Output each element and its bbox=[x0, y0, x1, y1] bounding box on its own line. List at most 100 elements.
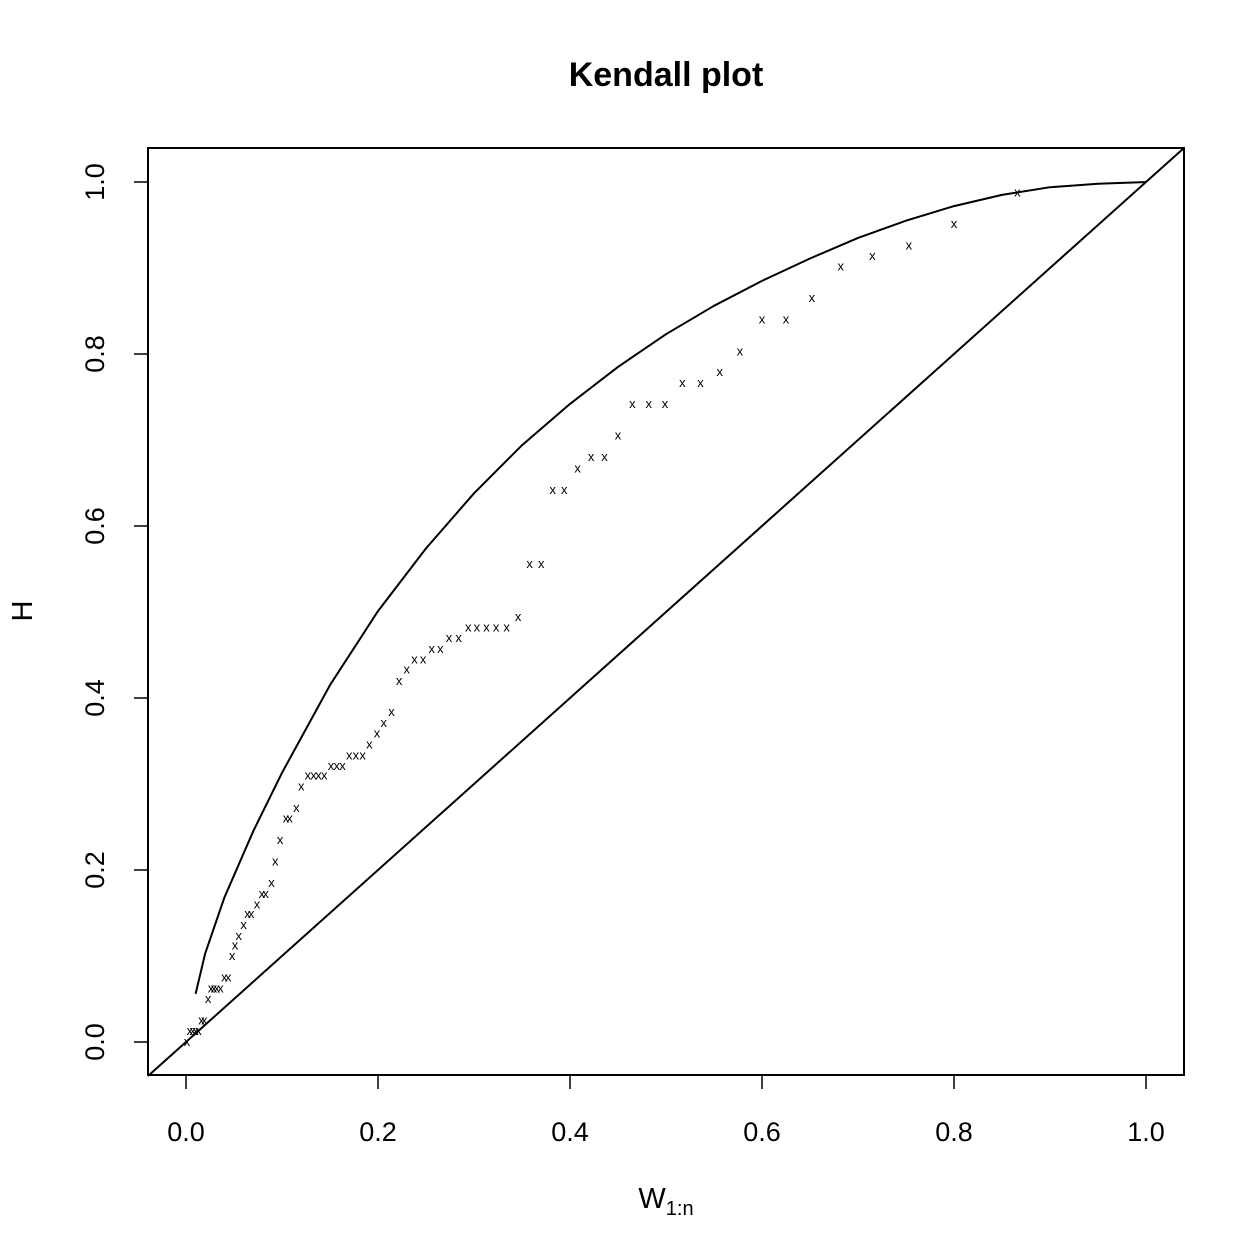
data-point: x bbox=[429, 641, 436, 656]
y-tick-label: 0.4 bbox=[80, 679, 110, 717]
data-point: x bbox=[717, 364, 724, 379]
data-point: x bbox=[629, 396, 636, 411]
data-point: x bbox=[236, 928, 243, 943]
data-point: x bbox=[283, 810, 290, 825]
data-point: x bbox=[906, 238, 913, 253]
data-point: x bbox=[404, 662, 411, 677]
data-point: x bbox=[217, 981, 224, 996]
data-point: x bbox=[192, 1023, 199, 1038]
data-point: x bbox=[353, 748, 360, 763]
data-point: x bbox=[272, 853, 279, 868]
data-point: x bbox=[286, 810, 293, 825]
data-point: x bbox=[455, 630, 462, 645]
x-axis-label-subscript: 1:n bbox=[666, 1198, 694, 1220]
data-point: x bbox=[333, 758, 340, 773]
data-point: x bbox=[208, 981, 215, 996]
data-point: x bbox=[298, 779, 305, 794]
data-point: x bbox=[381, 715, 388, 730]
data-point: x bbox=[526, 556, 533, 571]
chart-title: Kendall plot bbox=[569, 56, 764, 94]
data-point: x bbox=[268, 875, 275, 890]
y-tick-label: 0.6 bbox=[80, 507, 110, 545]
data-point: x bbox=[538, 556, 545, 571]
data-point: x bbox=[339, 758, 346, 773]
x-tick-label: 0.6 bbox=[743, 1117, 781, 1147]
data-point: x bbox=[446, 630, 453, 645]
data-point: x bbox=[837, 258, 844, 273]
x-axis: 0.0 0.2 0.4 0.6 0.8 1.0 bbox=[167, 1074, 1165, 1147]
x-tick-label: 0.2 bbox=[359, 1117, 397, 1147]
data-point: x bbox=[951, 216, 958, 231]
data-point: x bbox=[240, 917, 247, 932]
y-axis: 0.0 0.2 0.4 0.6 0.8 1.0 bbox=[80, 163, 149, 1061]
data-point: x bbox=[195, 1023, 202, 1038]
data-point: x bbox=[305, 767, 312, 782]
x-axis-label-main: W bbox=[638, 1183, 666, 1215]
data-point: x bbox=[232, 938, 239, 953]
data-point: x bbox=[493, 619, 500, 634]
data-point: x bbox=[293, 800, 300, 815]
data-point: x bbox=[201, 1013, 208, 1028]
data-point: x bbox=[254, 896, 261, 911]
data-point: x bbox=[474, 619, 481, 634]
data-point: x bbox=[396, 673, 403, 688]
data-point: x bbox=[189, 1023, 196, 1038]
data-point: x bbox=[615, 428, 622, 443]
data-point: x bbox=[697, 375, 704, 390]
data-point: x bbox=[374, 725, 381, 740]
data-point: x bbox=[248, 906, 255, 921]
data-point: x bbox=[588, 449, 595, 464]
data-point: x bbox=[388, 704, 395, 719]
upper-bound-curve bbox=[194, 181, 1147, 995]
data-point: x bbox=[411, 651, 418, 666]
y-tick-label: 0.8 bbox=[80, 335, 110, 373]
data-point: x bbox=[601, 449, 608, 464]
data-point: x bbox=[645, 396, 652, 411]
data-point: x bbox=[503, 619, 510, 634]
y-tick-label: 0.0 bbox=[80, 1023, 110, 1061]
data-point: x bbox=[244, 906, 251, 921]
data-point: x bbox=[437, 641, 444, 656]
data-point: x bbox=[1014, 184, 1021, 199]
data-point: x bbox=[184, 1034, 191, 1049]
data-point: x bbox=[315, 767, 322, 782]
diagonal-reference-line bbox=[147, 147, 1185, 1077]
data-point: x bbox=[321, 767, 328, 782]
data-point: x bbox=[211, 981, 218, 996]
x-tick-label: 0.8 bbox=[935, 1117, 973, 1147]
data-point: x bbox=[198, 1013, 205, 1028]
data-point: x bbox=[869, 248, 876, 263]
data-point: x bbox=[229, 948, 236, 963]
data-point: x bbox=[515, 609, 522, 624]
data-point: x bbox=[783, 312, 790, 327]
x-tick-label: 0.0 bbox=[167, 1117, 205, 1147]
y-tick-label: 1.0 bbox=[80, 163, 110, 201]
data-point: x bbox=[359, 748, 366, 763]
data-point: x bbox=[561, 482, 568, 497]
x-tick-label: 1.0 bbox=[1127, 1117, 1165, 1147]
data-point: x bbox=[187, 1023, 194, 1038]
data-point: x bbox=[277, 832, 284, 847]
data-point: x bbox=[679, 375, 686, 390]
data-point: x bbox=[465, 619, 472, 634]
data-point: x bbox=[221, 970, 228, 985]
data-point: x bbox=[328, 758, 335, 773]
data-point: x bbox=[259, 886, 266, 901]
data-point: x bbox=[205, 991, 212, 1006]
data-point: x bbox=[213, 981, 220, 996]
y-axis-label: H bbox=[7, 601, 39, 622]
x-tick-label: 0.4 bbox=[551, 1117, 589, 1147]
data-point: x bbox=[574, 460, 581, 475]
y-tick-label: 0.2 bbox=[80, 851, 110, 889]
data-point: x bbox=[420, 651, 427, 666]
data-point: x bbox=[662, 396, 669, 411]
data-point: x bbox=[366, 736, 373, 751]
data-point: x bbox=[310, 767, 317, 782]
data-point: x bbox=[549, 482, 556, 497]
data-point: x bbox=[346, 748, 353, 763]
data-point: x bbox=[737, 343, 744, 358]
x-axis-label: W1:n bbox=[638, 1183, 693, 1220]
data-point: x bbox=[759, 312, 766, 327]
